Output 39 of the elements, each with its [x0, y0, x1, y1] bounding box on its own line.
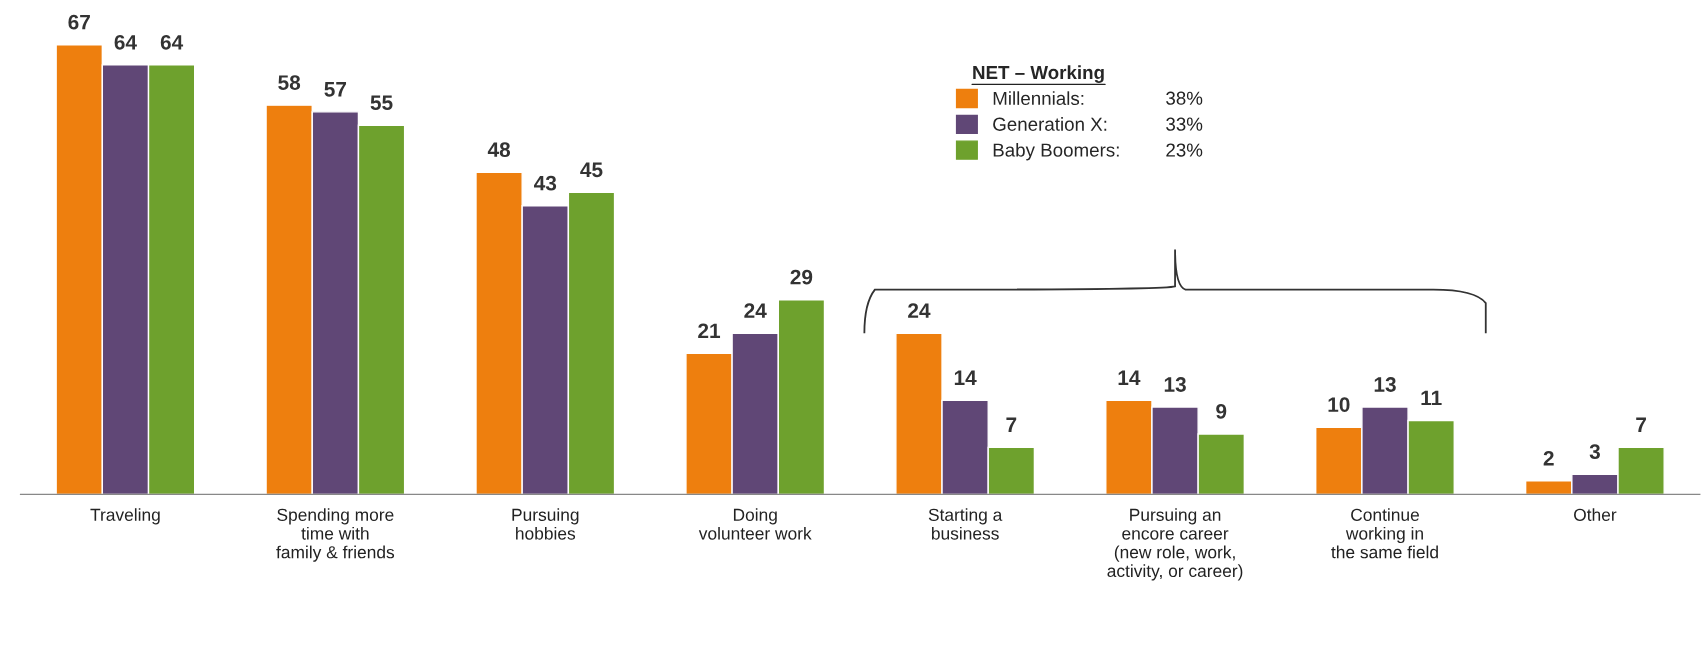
x-tick-label: Pursuing hobbies: [512, 508, 579, 540]
x-tick-label: Pursuing an encore career (new role, work, activity, or career): [1107, 508, 1243, 581]
x-tick-label: Starting a business: [928, 508, 1003, 540]
legend-label: Generation X:: [993, 117, 1107, 131]
annotation: 33%: [1166, 117, 1203, 131]
x-tick-label: Continue working in the same field: [1331, 508, 1438, 559]
data-label: 7: [1636, 417, 1646, 432]
data-label: 48: [487, 142, 511, 158]
data-label: 10: [1328, 397, 1350, 412]
annotation: 23%: [1166, 143, 1203, 157]
x-tick-label: Traveling: [90, 508, 160, 525]
x-tick-label: Doing volunteer work: [698, 508, 812, 540]
data-label: 13: [1374, 377, 1396, 392]
data-label: 55: [370, 95, 393, 111]
data-label: 64: [114, 34, 137, 50]
data-label: 11: [1421, 390, 1442, 406]
data-label: 45: [580, 162, 603, 178]
data-label: 13: [1164, 377, 1186, 392]
data-label: 58: [278, 75, 301, 90]
data-label: 2: [1543, 450, 1554, 466]
data-label: 67: [68, 14, 90, 30]
legend-label: Baby Boomers:: [993, 142, 1119, 161]
data-label: 43: [534, 175, 557, 191]
data-label: 64: [160, 34, 184, 50]
data-label: 29: [790, 269, 813, 285]
data-label: 7: [1006, 417, 1017, 432]
data-label: 24: [744, 303, 767, 318]
data-label: 24: [908, 303, 931, 318]
data-label: 57: [324, 82, 347, 97]
data-label: 21: [698, 323, 721, 338]
annotation: 38%: [1166, 91, 1203, 105]
data-label: 14: [954, 370, 977, 385]
legend-title: NET – Working: [973, 65, 1104, 83]
legend-label: Millennials:: [993, 91, 1084, 106]
data-label: 3: [1589, 444, 1600, 459]
x-tick-label: Other: [1574, 508, 1617, 521]
data-label: 14: [1118, 370, 1141, 385]
x-tick-label: Spending more time with family & friends: [276, 508, 395, 562]
data-label: 9: [1216, 403, 1227, 419]
